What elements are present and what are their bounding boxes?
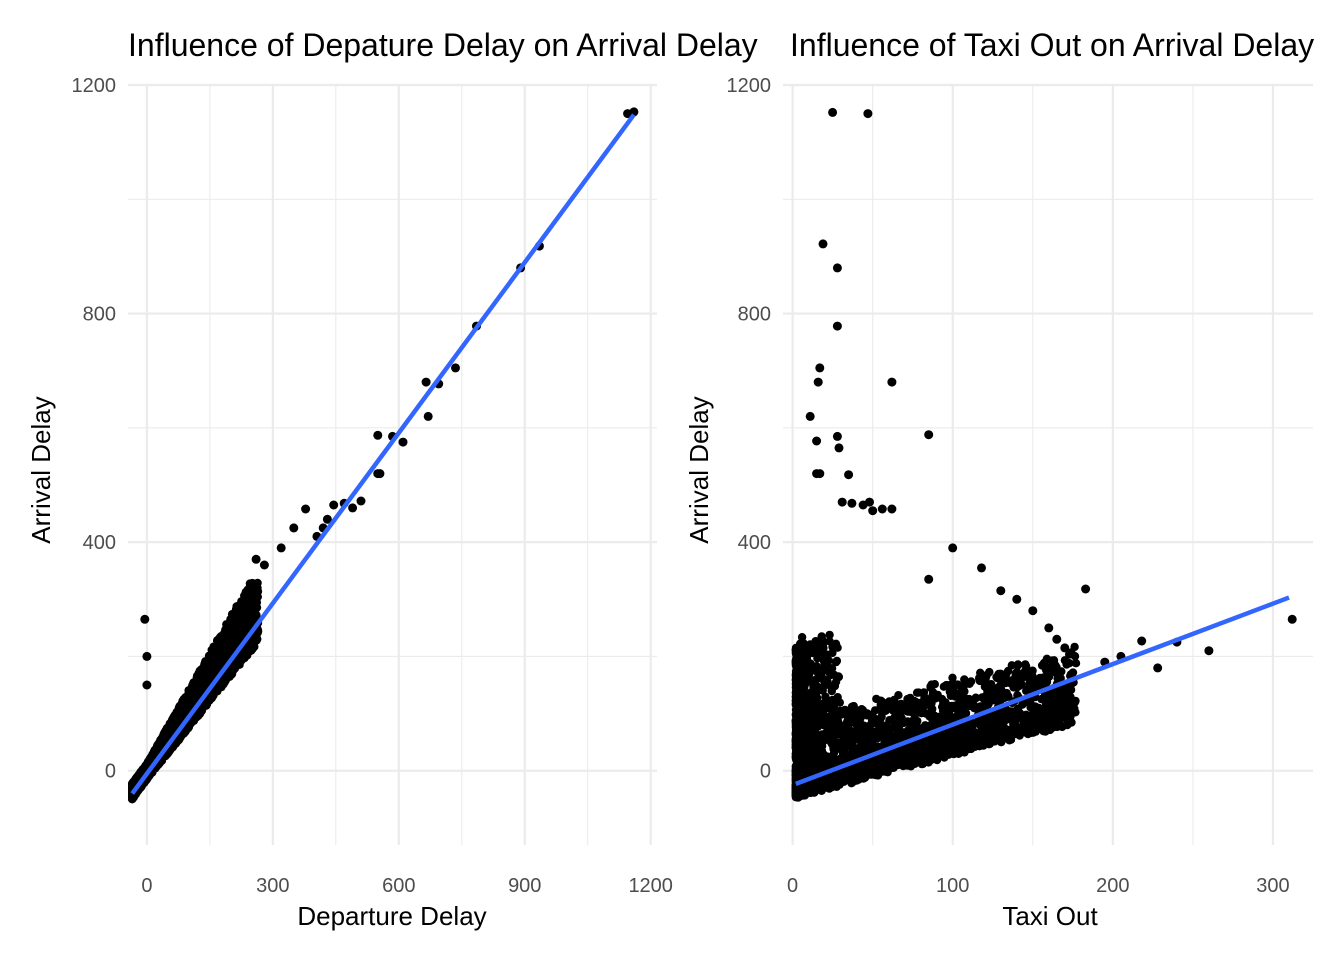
x-axis-title: Departure Delay (297, 901, 486, 931)
data-point (949, 704, 957, 712)
data-point (213, 654, 221, 662)
data-point (142, 681, 151, 690)
x-tick-labels: 0 300 600 900 1200 (141, 875, 673, 897)
y-tick-labels: 0 400 800 1200 (72, 75, 117, 783)
chart-title: Influence of Depature Delay on Arrival D… (128, 27, 758, 63)
data-point (807, 700, 815, 708)
data-point (980, 701, 988, 709)
data-point (187, 684, 195, 692)
data-point (424, 412, 433, 421)
y-tick-label: 0 (105, 761, 116, 783)
data-point (422, 378, 431, 387)
data-point (877, 712, 885, 720)
data-point (1041, 727, 1049, 735)
data-point (260, 561, 269, 570)
data-point (940, 753, 948, 761)
data-point (959, 740, 967, 748)
x-tick-label: 600 (382, 875, 415, 897)
grid-lines (128, 85, 657, 845)
data-point (253, 584, 261, 592)
data-point (399, 438, 408, 447)
regression-line (132, 115, 634, 794)
data-point (196, 674, 204, 682)
data-point (951, 690, 959, 698)
data-point (213, 636, 221, 644)
data-point (277, 543, 286, 552)
data-point (245, 585, 253, 593)
data-point (825, 784, 833, 792)
x-tick-label: 300 (256, 875, 289, 897)
data-point (958, 685, 966, 693)
data-point (451, 363, 460, 372)
data-point (253, 635, 261, 643)
data-point (863, 709, 871, 717)
data-point (240, 654, 248, 662)
data-point (205, 652, 213, 660)
data-point (885, 697, 893, 705)
data-point (1014, 705, 1022, 713)
data-point (1012, 669, 1020, 677)
data-point (251, 593, 259, 601)
y-axis-title: Arrival Delay (26, 396, 56, 543)
data-point (817, 636, 825, 644)
data-point (213, 687, 221, 695)
data-point (810, 692, 818, 700)
data-point (175, 706, 183, 714)
data-point (373, 431, 382, 440)
outlier-points (140, 107, 638, 689)
x-tick-label: 900 (508, 875, 541, 897)
data-point (871, 706, 879, 714)
data-point (197, 665, 205, 673)
data-point (229, 639, 237, 647)
y-tick-label: 1200 (72, 75, 117, 97)
data-point (893, 717, 901, 725)
data-point (357, 497, 366, 506)
data-point (203, 674, 211, 682)
data-point (301, 505, 310, 514)
data-point (142, 652, 151, 661)
y-tick-label: 800 (83, 304, 116, 326)
data-point (230, 624, 238, 632)
x-tick-label: 0 (141, 875, 152, 897)
data-point (236, 601, 244, 609)
data-point (978, 676, 986, 684)
panel-departure-delay: 0 300 600 900 1200 0 400 800 1200 Influence of … (26, 27, 758, 931)
data-point (831, 682, 839, 690)
data-point (222, 650, 230, 658)
data-point (848, 741, 856, 749)
data-point (1037, 695, 1045, 703)
data-point (1021, 660, 1029, 668)
data-point (230, 614, 238, 622)
data-point (375, 469, 384, 478)
data-point (960, 675, 968, 683)
data-point (230, 664, 238, 672)
y-tick-label: 400 (83, 532, 116, 554)
data-point (942, 713, 950, 721)
data-point (140, 615, 149, 624)
data-point (203, 700, 211, 708)
data-point (243, 594, 251, 602)
data-point (832, 658, 840, 666)
x-tick-label: 1200 (628, 875, 673, 897)
data-point (329, 501, 338, 510)
data-point (348, 503, 357, 512)
data-point (170, 721, 178, 729)
data-point (252, 555, 261, 564)
data-point (798, 633, 806, 641)
data-point (1033, 709, 1041, 717)
data-point (222, 627, 230, 635)
data-point (834, 730, 842, 738)
data-point (289, 523, 298, 532)
